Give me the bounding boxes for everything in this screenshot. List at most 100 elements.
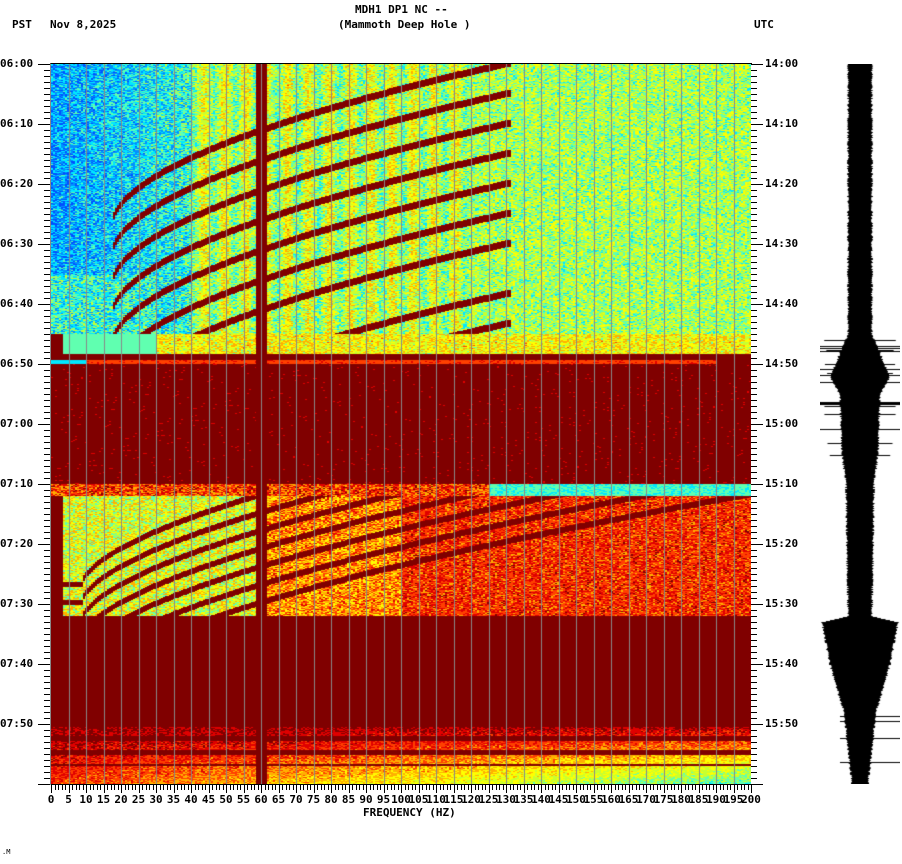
y-tick-left [38,304,50,305]
x-tick [107,785,108,790]
x-tick [527,785,528,790]
x-tick [244,785,245,793]
x-tick-label: 5 [65,793,72,806]
x-tick [559,785,560,793]
x-tick [125,785,126,790]
y-tick-left [44,496,50,497]
x-tick [338,785,339,790]
y-tick-left [44,556,50,557]
y-tick-right [751,676,757,677]
x-tick [566,785,567,790]
y-label-utc: 15:40 [765,657,799,670]
x-tick [317,785,318,790]
y-label-utc: 14:10 [765,117,799,130]
x-tick [184,785,185,790]
x-tick [90,785,91,790]
y-tick-left [44,748,50,749]
x-tick-label: 50 [219,793,233,806]
x-tick [657,785,658,790]
x-tick-label: 40 [184,793,198,806]
y-tick-right [751,748,757,749]
y-tick-left [38,244,50,245]
x-tick [653,785,654,790]
y-tick-right [751,160,757,161]
y-tick-left [38,184,50,185]
x-tick-label: 190 [706,793,726,806]
y-tick-right [751,688,757,689]
y-tick-right [751,562,757,563]
y-tick-left [44,472,50,473]
x-tick [293,785,294,790]
y-tick-left [44,520,50,521]
y-tick-right [751,274,757,275]
x-tick [608,785,609,790]
x-tick [216,785,217,790]
y-tick-left [44,670,50,671]
x-tick [104,785,105,793]
x-tick [744,785,745,790]
x-tick [205,785,206,790]
y-tick-left [44,640,50,641]
x-tick [436,785,437,793]
y-tick-right [751,220,757,221]
x-tick [632,785,633,790]
y-label-pst: 06:40 [0,297,34,310]
y-tick-left [44,142,50,143]
y-tick-right [751,508,757,509]
y-tick-left [44,442,50,443]
x-tick [380,785,381,790]
x-tick [254,785,255,790]
x-tick-label: 45 [201,793,216,806]
y-tick-left [44,598,50,599]
x-tick [51,785,52,793]
y-tick-left [38,364,50,365]
y-tick-right [751,490,757,491]
x-tick [247,785,248,790]
x-tick [233,785,234,790]
x-tick [352,785,353,790]
x-tick-label: 105 [408,793,429,806]
y-tick-right [751,760,757,761]
y-tick-left [44,178,50,179]
y-tick-right [751,352,757,353]
y-tick-left [44,766,50,767]
x-tick [251,785,252,790]
x-tick [741,785,742,790]
x-tick [489,785,490,793]
y-tick-left [44,448,50,449]
x-tick [597,785,598,790]
x-tick-label: 145 [548,793,569,806]
y-tick-right [751,712,757,713]
y-tick-left [44,652,50,653]
x-tick [97,785,98,790]
x-tick [345,785,346,790]
x-tick-label: 155 [583,793,604,806]
y-tick-left [38,484,50,485]
x-tick [174,785,175,793]
y-tick-left [44,328,50,329]
y-tick-left [44,592,50,593]
x-tick [303,785,304,790]
x-tick [111,785,112,790]
y-label-pst: 07:10 [0,477,34,490]
x-tick-label: 130 [496,793,516,806]
y-tick-left [44,610,50,611]
x-tick [545,785,546,790]
x-tick [517,785,518,790]
x-tick-label: 90 [359,793,373,806]
x-tick [454,785,455,793]
y-tick-right [751,586,757,587]
y-tick-right [751,256,757,257]
x-tick [534,785,535,790]
y-label-utc: 14:40 [765,297,799,310]
y-tick-left [44,292,50,293]
x-tick [412,785,413,790]
y-tick-right [751,520,757,521]
x-tick-label: 185 [688,793,709,806]
x-tick [195,785,196,790]
y-tick-right [751,172,757,173]
x-tick [310,785,311,790]
x-tick-label: 175 [653,793,674,806]
y-tick-left [44,646,50,647]
y-tick-left [44,274,50,275]
